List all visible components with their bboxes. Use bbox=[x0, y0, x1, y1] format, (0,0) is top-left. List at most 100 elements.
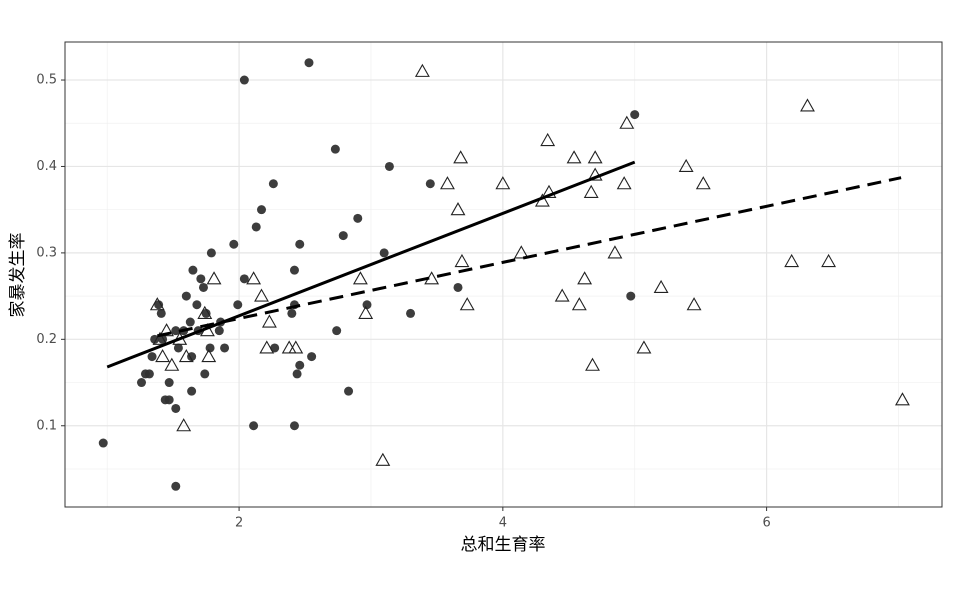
point bbox=[678, 158, 694, 173]
point bbox=[144, 369, 154, 379]
point bbox=[566, 150, 582, 164]
point bbox=[201, 348, 217, 363]
point bbox=[362, 300, 372, 310]
x-tick-label: 4 bbox=[499, 516, 507, 531]
point bbox=[894, 392, 910, 406]
point bbox=[214, 326, 224, 336]
point bbox=[695, 176, 711, 190]
point bbox=[187, 386, 197, 396]
point bbox=[185, 317, 195, 327]
point bbox=[577, 271, 593, 285]
point bbox=[384, 161, 394, 171]
point bbox=[304, 58, 314, 68]
point bbox=[414, 63, 430, 77]
point bbox=[626, 291, 636, 301]
y-tick-label: 0.3 bbox=[36, 245, 57, 260]
point bbox=[164, 395, 174, 405]
point bbox=[197, 305, 213, 319]
point bbox=[229, 239, 239, 249]
point bbox=[587, 167, 603, 181]
point bbox=[821, 253, 837, 268]
y-tick-label: 0.2 bbox=[36, 332, 57, 347]
point bbox=[156, 308, 166, 318]
trend-line bbox=[106, 160, 636, 369]
point bbox=[554, 288, 570, 302]
point bbox=[152, 331, 168, 345]
point bbox=[164, 357, 180, 371]
point bbox=[200, 369, 210, 379]
point bbox=[295, 360, 305, 370]
point bbox=[268, 179, 278, 189]
point bbox=[571, 297, 587, 311]
point bbox=[178, 348, 194, 363]
point bbox=[176, 418, 192, 432]
point bbox=[149, 297, 165, 311]
point bbox=[201, 308, 211, 318]
point bbox=[261, 314, 277, 328]
y-tick-label: 0.4 bbox=[36, 159, 57, 174]
point bbox=[338, 231, 348, 241]
point bbox=[450, 202, 466, 216]
point bbox=[239, 75, 249, 85]
point bbox=[295, 239, 305, 249]
point bbox=[287, 308, 297, 318]
point bbox=[440, 176, 455, 190]
point bbox=[379, 248, 389, 258]
point bbox=[332, 326, 342, 336]
plot-background bbox=[65, 42, 942, 507]
point bbox=[583, 184, 599, 198]
point bbox=[270, 343, 280, 353]
point bbox=[98, 438, 108, 448]
point bbox=[800, 98, 815, 112]
point bbox=[453, 150, 469, 164]
point bbox=[246, 271, 262, 285]
point bbox=[513, 245, 529, 259]
point bbox=[292, 369, 302, 379]
y-tick-label: 0.1 bbox=[36, 418, 57, 433]
point bbox=[205, 343, 215, 353]
point bbox=[288, 340, 304, 354]
x-tick-label: 2 bbox=[235, 516, 243, 531]
point bbox=[352, 271, 368, 285]
point bbox=[541, 184, 557, 198]
point bbox=[587, 150, 603, 164]
point bbox=[630, 110, 640, 120]
point bbox=[259, 340, 275, 354]
x-axis-label: 总和生育率 bbox=[461, 535, 546, 555]
point bbox=[147, 352, 157, 362]
point bbox=[206, 248, 216, 258]
point bbox=[249, 421, 259, 431]
point bbox=[307, 352, 317, 362]
point bbox=[619, 115, 635, 129]
point bbox=[784, 253, 800, 268]
point bbox=[425, 179, 435, 189]
point bbox=[358, 305, 374, 319]
point bbox=[344, 386, 354, 396]
point bbox=[454, 253, 470, 268]
point bbox=[239, 274, 249, 284]
y-tick-label: 0.5 bbox=[36, 73, 57, 88]
point bbox=[686, 297, 702, 311]
point bbox=[136, 378, 146, 388]
point bbox=[495, 176, 511, 190]
point bbox=[196, 274, 206, 284]
point bbox=[233, 300, 243, 310]
point bbox=[171, 403, 181, 413]
point bbox=[653, 279, 669, 294]
point bbox=[198, 282, 208, 292]
point bbox=[540, 132, 556, 147]
point bbox=[173, 343, 183, 353]
point bbox=[330, 144, 340, 154]
trend-line bbox=[157, 176, 902, 338]
plot-border bbox=[64, 41, 943, 508]
point bbox=[181, 291, 191, 301]
point bbox=[375, 452, 391, 466]
point bbox=[353, 213, 363, 223]
point bbox=[453, 282, 463, 292]
y-axis-label: 家暴发生率 bbox=[8, 233, 28, 318]
point bbox=[607, 245, 623, 259]
point bbox=[159, 323, 174, 337]
point bbox=[188, 265, 198, 275]
point bbox=[289, 421, 299, 431]
